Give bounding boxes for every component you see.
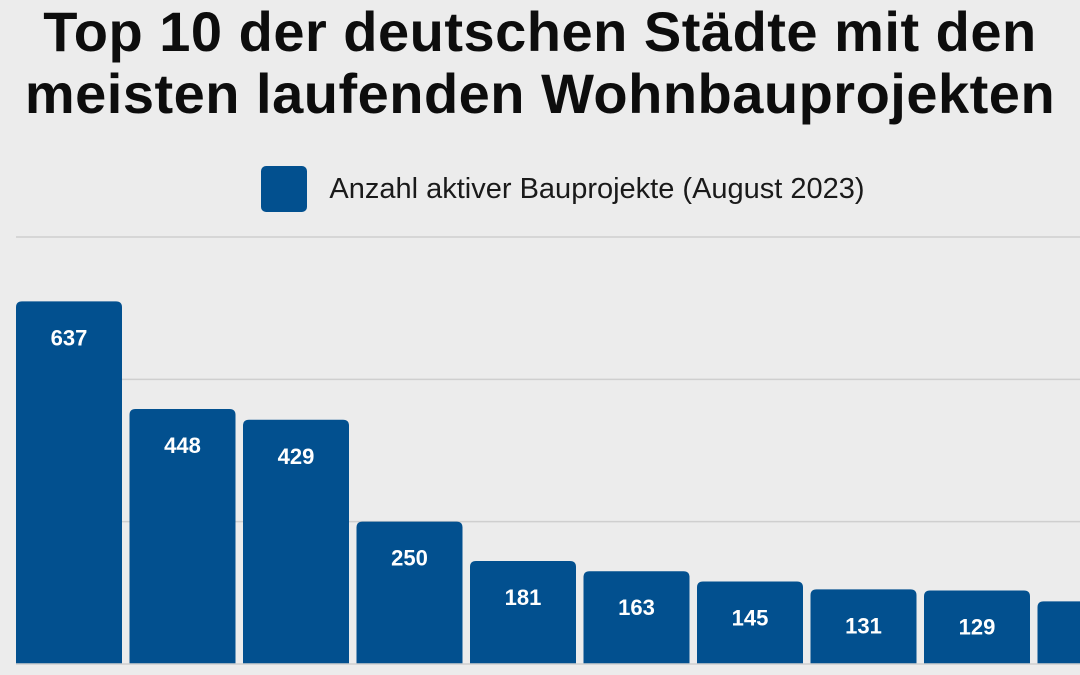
legend-swatch bbox=[261, 166, 308, 212]
chart-title-line2: meisten laufenden Wohnbauprojekten bbox=[24, 62, 1056, 125]
bar-5 bbox=[583, 571, 690, 664]
bar-3 bbox=[356, 521, 463, 664]
bar-2 bbox=[243, 419, 349, 664]
bars bbox=[16, 301, 1080, 664]
data-label-1: 448 bbox=[164, 433, 201, 458]
bar-7 bbox=[810, 589, 917, 664]
data-labels: 6374484292501811631451311291 bbox=[51, 325, 996, 640]
data-label-3: 250 bbox=[391, 546, 428, 571]
chart-title-line1: Top 10 der deutschen Städte mit den bbox=[43, 0, 1037, 63]
legend-label: Anzahl aktiver Bauprojekte (August 2023) bbox=[329, 172, 865, 205]
data-label-6: 145 bbox=[732, 605, 769, 630]
legend: Anzahl aktiver Bauprojekte (August 2023) bbox=[0, 166, 1080, 212]
bar-9 bbox=[1037, 601, 1080, 664]
data-label-2: 429 bbox=[278, 444, 315, 469]
data-label-8: 129 bbox=[959, 615, 996, 640]
bar-4 bbox=[470, 560, 576, 664]
data-label-4: 181 bbox=[505, 585, 542, 610]
data-label-5: 163 bbox=[618, 595, 655, 620]
bar-6 bbox=[697, 581, 803, 664]
data-label-0: 637 bbox=[51, 325, 88, 350]
data-label-7: 131 bbox=[845, 613, 882, 638]
bar-8 bbox=[924, 590, 1030, 664]
bar-1 bbox=[129, 408, 236, 664]
bar-0 bbox=[16, 301, 122, 664]
